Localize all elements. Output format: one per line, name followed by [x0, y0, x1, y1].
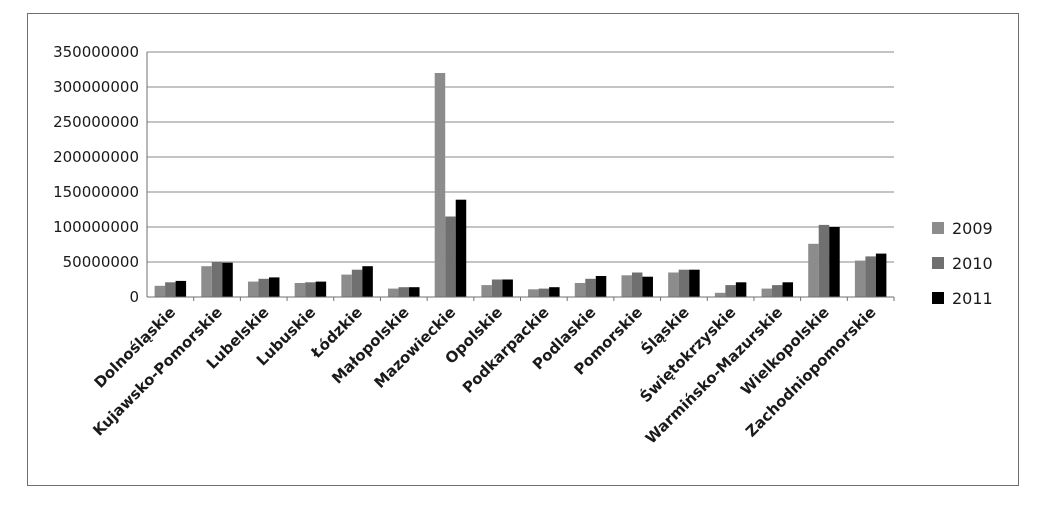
- bar-2010-11: [678, 269, 690, 297]
- legend-swatch-2009: [932, 222, 944, 234]
- bar-2010-14: [818, 224, 830, 297]
- x-category-label: Mazowieckie: [371, 303, 460, 392]
- bar-2011-13: [782, 282, 794, 297]
- bar-2011-12: [735, 282, 747, 297]
- bar-2009-1: [201, 266, 212, 297]
- bar-2010-10: [631, 272, 643, 297]
- legend-swatch-2010: [932, 257, 944, 269]
- y-tick-label: 100000000: [53, 218, 139, 236]
- y-tick-label: 250000000: [53, 113, 139, 131]
- bar-2011-6: [455, 199, 467, 297]
- bar-2009-6: [434, 73, 446, 297]
- bar-2010-15: [865, 256, 876, 297]
- bar-2011-5: [409, 287, 420, 297]
- bar-layer: [154, 73, 887, 297]
- bar-2009-4: [341, 274, 352, 297]
- bar-2009-12: [714, 292, 726, 297]
- bar-2011-1: [222, 262, 233, 297]
- bar-2009-8: [528, 289, 539, 297]
- x-category-label: Dolnośląskie: [91, 303, 180, 392]
- bar-2010-7: [491, 279, 503, 297]
- y-tick-label: 200000000: [53, 148, 139, 166]
- bar-2011-0: [175, 280, 187, 297]
- legend-label-2009: 2009: [952, 219, 993, 238]
- bar-2009-13: [761, 288, 773, 297]
- bar-2009-15: [854, 260, 866, 297]
- bar-2009-14: [808, 243, 819, 297]
- bar-2010-8: [538, 288, 550, 297]
- bar-2011-8: [549, 287, 560, 297]
- bar-2010-4: [351, 269, 363, 297]
- bar-2009-7: [481, 285, 492, 297]
- legend-swatch-2011: [932, 292, 944, 304]
- bar-2011-4: [362, 266, 373, 297]
- bar-2009-5: [388, 288, 399, 297]
- bar-2010-13: [772, 285, 783, 297]
- grid-layer: [147, 51, 894, 298]
- bar-2010-1: [211, 262, 223, 297]
- bar-2009-10: [621, 275, 632, 297]
- axis-layer: 0 50000000 100000000 150000000 200000000 2500…: [53, 43, 895, 447]
- bar-2009-11: [668, 272, 679, 297]
- legend: 2009 2010 2011: [932, 219, 993, 308]
- bar-2009-2: [247, 281, 259, 297]
- bar-2010-2: [258, 278, 269, 297]
- legend-label-2010: 2010: [952, 254, 993, 273]
- y-tick-label: 350000000: [53, 43, 139, 61]
- bar-2010-9: [585, 278, 596, 297]
- bar-2010-5: [398, 287, 410, 297]
- bar-2009-0: [154, 285, 166, 297]
- bar-2011-14: [829, 227, 840, 297]
- bar-2011-15: [875, 253, 887, 297]
- bar-2009-9: [574, 283, 586, 297]
- chart-frame: [27, 13, 1019, 486]
- legend-label-2011: 2011: [952, 289, 993, 308]
- y-tick-label: 0: [129, 288, 139, 306]
- bar-2010-0: [165, 282, 176, 297]
- bar-2011-11: [689, 269, 700, 297]
- bar-2011-7: [502, 279, 513, 297]
- bar-2011-3: [315, 281, 327, 297]
- y-tick-label: 50000000: [63, 253, 139, 271]
- bar-2010-6: [445, 216, 456, 297]
- y-tick-label: 300000000: [53, 78, 139, 96]
- bar-2011-9: [595, 276, 607, 297]
- bar-2011-10: [642, 276, 653, 297]
- y-tick-label: 150000000: [53, 183, 139, 201]
- bar-2010-3: [305, 282, 316, 297]
- bar-2011-2: [268, 277, 280, 297]
- bar-2009-3: [294, 283, 306, 297]
- bar-2010-12: [725, 285, 736, 297]
